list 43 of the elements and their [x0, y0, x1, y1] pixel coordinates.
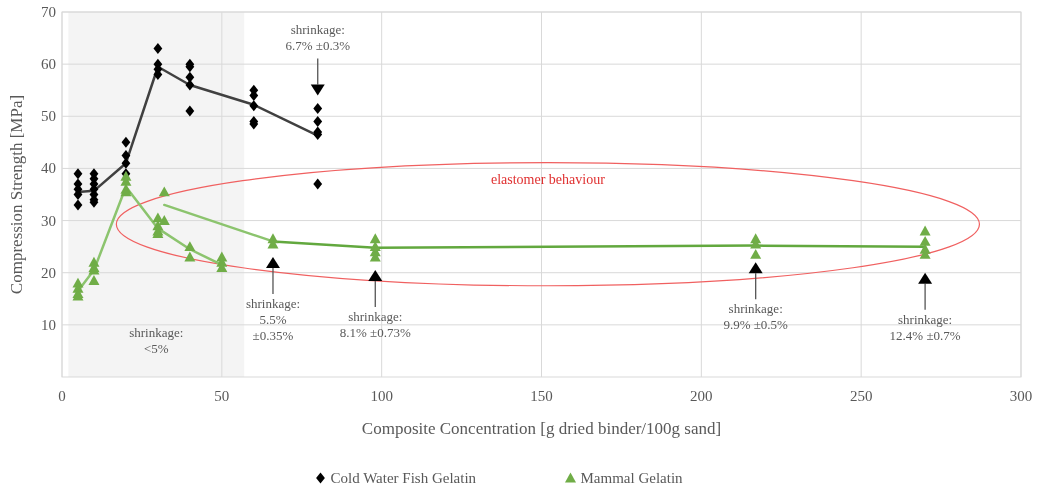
annotation: shrinkage: 5.5% ±0.35%	[245, 296, 301, 344]
x-tick-label: 300	[1009, 388, 1033, 404]
x-axis-title: Composite Concentration [g dried binder/100g sand]	[361, 419, 722, 438]
annotation: shrinkage: 12.4% ±0.7%	[889, 311, 961, 343]
point	[249, 100, 259, 112]
annotation: shrinkage: 8.1% ±0.73%	[339, 309, 411, 341]
point	[313, 102, 323, 114]
y-tick-label: 10	[41, 316, 56, 333]
x-tick-label: 100	[370, 388, 393, 404]
point	[919, 225, 931, 236]
point	[919, 235, 931, 246]
annotation: elastomer behaviour	[490, 172, 606, 188]
point	[73, 168, 83, 180]
point	[369, 233, 381, 244]
point	[121, 136, 131, 148]
y-tick-label: 40	[41, 160, 56, 177]
point	[88, 275, 100, 285]
legend-label: Cold Water Fish Gelatin	[330, 470, 477, 486]
band-label: shrinkage: <5%	[129, 324, 184, 356]
x-tick-label: 200	[690, 388, 713, 404]
point	[184, 251, 196, 262]
point	[158, 215, 170, 225]
y-tick-label: 30	[41, 212, 56, 229]
y-tick-label: 50	[41, 108, 56, 125]
x-tick-label: 0	[58, 388, 66, 404]
y-tick-label: 60	[41, 56, 56, 73]
point	[313, 178, 323, 190]
point	[184, 241, 196, 252]
x-tick-label: 250	[849, 388, 873, 404]
y-tick-label: 70	[41, 4, 56, 20]
point	[158, 186, 170, 197]
y-tick-label: 20	[41, 264, 56, 281]
point	[185, 105, 195, 117]
point	[153, 43, 163, 54]
x-tick-label: 150	[530, 388, 553, 404]
x-tick-label: 50	[214, 388, 230, 404]
annotation: shrinkage: 6.7% ±0.3%	[285, 22, 351, 54]
legend-label: Mammal Gelatin	[580, 470, 684, 486]
point	[313, 116, 323, 127]
annotation: shrinkage: 9.9% ±0.5%	[723, 301, 789, 333]
point	[750, 248, 762, 259]
point	[73, 199, 83, 211]
y-axis-title: Compression Strength [MPa]	[7, 94, 26, 295]
